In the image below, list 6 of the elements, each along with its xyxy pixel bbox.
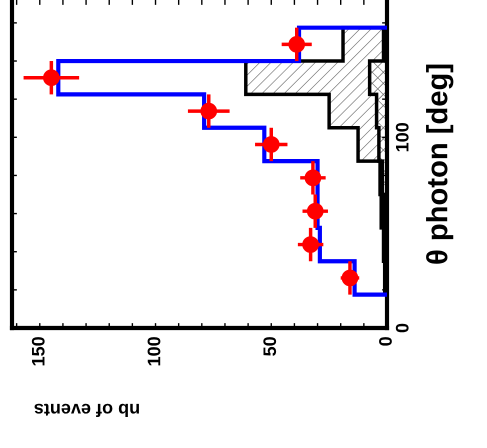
x-axis-title: nb of events: [34, 404, 139, 417]
x-tick-label: 100: [148, 337, 160, 366]
y-axis-title: θ photon [deg]: [426, 64, 454, 264]
x-tick-label: 0: [379, 337, 392, 346]
x-tick-label: 50: [263, 337, 276, 356]
x-tick-label: 150: [32, 337, 45, 366]
